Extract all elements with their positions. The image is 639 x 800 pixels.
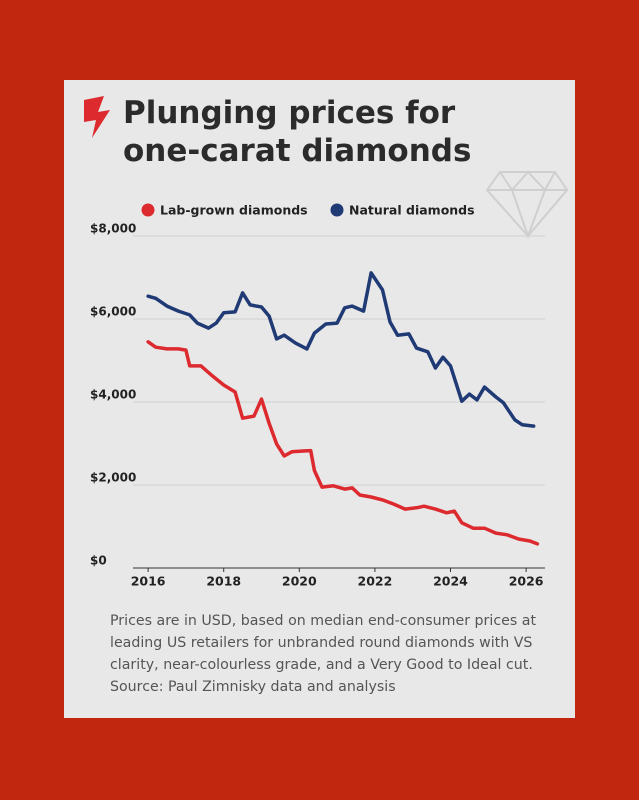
series-line: [146, 271, 536, 428]
x-tick-label: 2026: [509, 574, 544, 589]
legend-label: Natural diamonds: [349, 203, 475, 218]
legend-marker: [141, 203, 155, 217]
x-tick-label: 2024: [433, 574, 468, 589]
diamond-icon: [485, 170, 569, 239]
y-tick-label: $2,000: [90, 471, 136, 485]
legend-label: Lab-grown diamonds: [160, 203, 308, 218]
x-tick-label: 2020: [282, 574, 317, 589]
y-tick-label: $8,000: [90, 222, 136, 236]
chart-title: Plunging prices for one-carat diamonds: [123, 95, 472, 169]
x-tick-label: 2016: [131, 574, 166, 589]
legend-marker: [330, 203, 344, 217]
y-tick-label: $0: [90, 554, 107, 568]
series-line: [146, 340, 540, 546]
x-tick-label: 2018: [206, 574, 241, 589]
logo: [84, 96, 110, 138]
chart-note: Prices are in USD, based on median end-c…: [110, 613, 537, 695]
x-tick-label: 2022: [358, 574, 393, 589]
y-tick-label: $4,000: [90, 388, 136, 402]
y-tick-label: $6,000: [90, 305, 136, 319]
